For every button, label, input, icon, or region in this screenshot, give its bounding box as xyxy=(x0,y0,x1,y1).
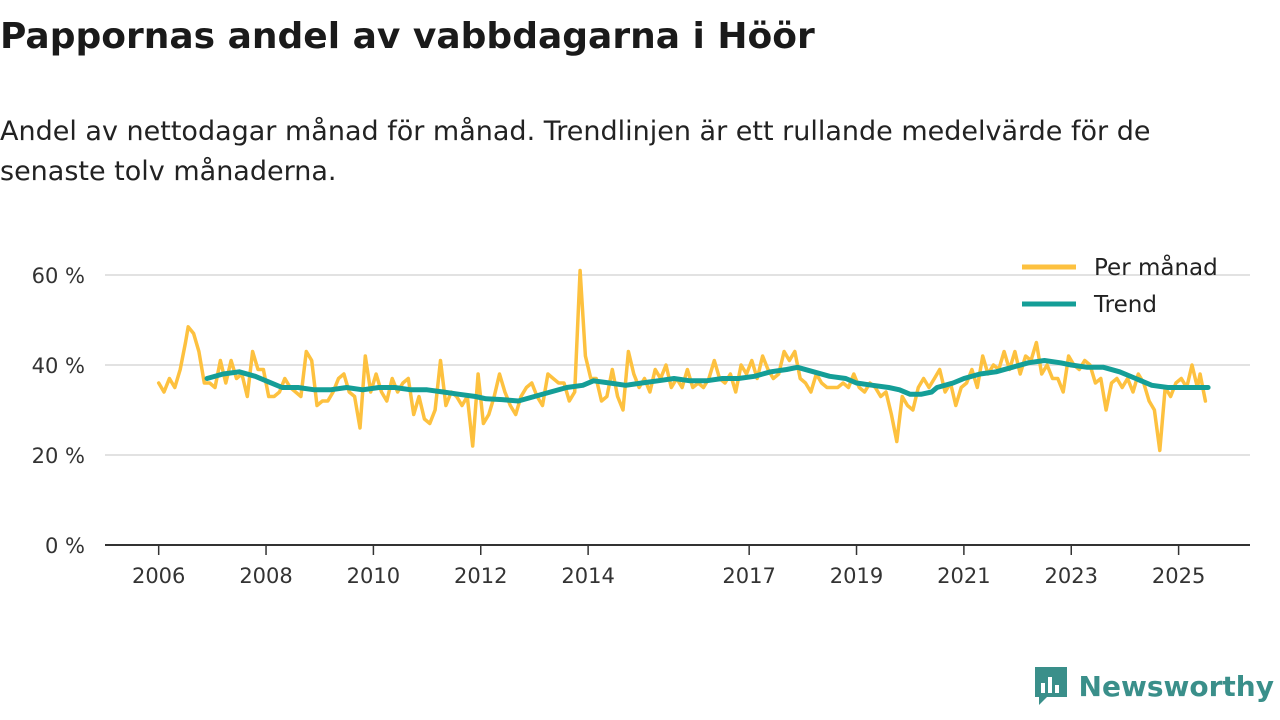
brand-logo: Newsworthy xyxy=(1033,664,1274,708)
x-tick-label: 2019 xyxy=(830,564,883,588)
x-tick-label: 2023 xyxy=(1045,564,1098,588)
x-tick-label: 2006 xyxy=(132,564,185,588)
legend-label: Trend xyxy=(1093,292,1157,318)
x-tick-label: 2008 xyxy=(239,564,292,588)
chart-subtitle: Andel av nettodagar månad för månad. Tre… xyxy=(0,116,1151,187)
x-tick-label: 2012 xyxy=(454,564,507,588)
line-chart: 0 % 20 % 40 % 60 % 2006 2008 2010 2012 2014 2017… xyxy=(32,253,1250,588)
chart-title: Pappornas andel av vabbdagarna i Höör xyxy=(0,16,815,57)
series-line-trend xyxy=(204,358,1211,404)
y-axis-ticks: 0 % 20 % 40 % 60 % xyxy=(32,264,85,558)
x-tick-label: 2021 xyxy=(937,564,990,588)
x-axis-ticks: 2006 2008 2010 2012 2014 2017 2019 2021 2023 2025 xyxy=(132,545,1205,588)
newsworthy-logo-icon xyxy=(1034,667,1067,705)
y-tick-label: 0 % xyxy=(45,534,85,558)
x-tick-label: 2017 xyxy=(722,564,775,588)
x-tick-label: 2014 xyxy=(561,564,614,588)
y-tick-label: 40 % xyxy=(32,354,85,378)
y-tick-label: 60 % xyxy=(32,264,85,288)
x-tick-label: 2025 xyxy=(1152,564,1205,588)
x-tick-label: 2010 xyxy=(347,564,400,588)
legend: Per månad Trend xyxy=(1022,253,1218,318)
series-line-per-manad xyxy=(156,268,1208,453)
y-tick-label: 20 % xyxy=(32,444,85,468)
legend-label: Per månad xyxy=(1094,253,1218,281)
brand-name: Newsworthy xyxy=(1078,669,1274,703)
series-layer xyxy=(156,268,1211,453)
